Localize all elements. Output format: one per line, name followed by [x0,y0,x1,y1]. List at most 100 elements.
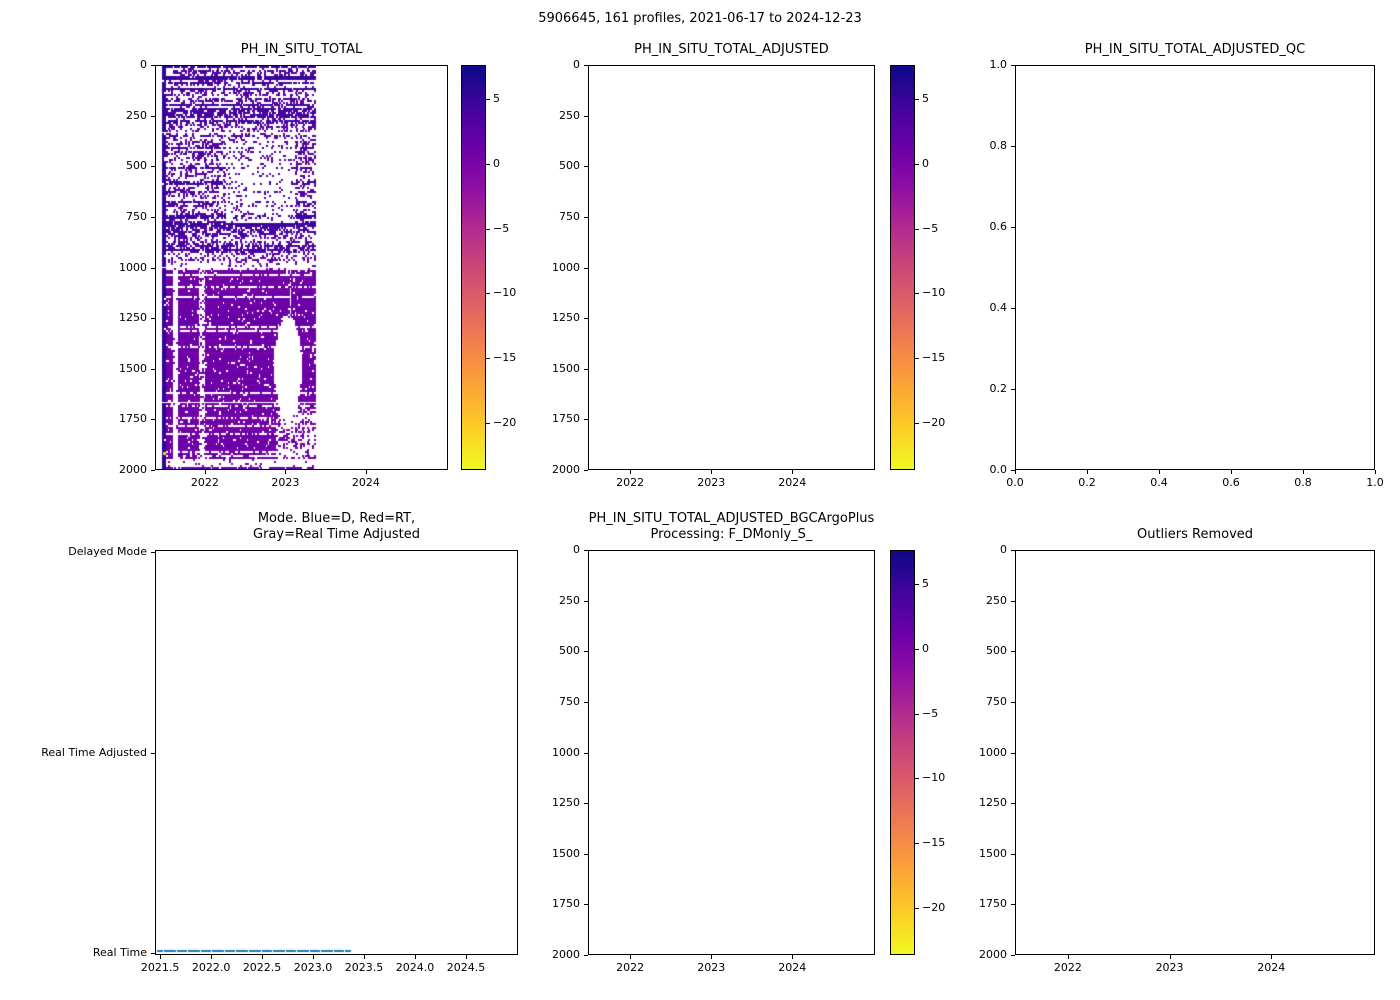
colorbar-tick-label: −5 [922,221,939,235]
x-tick-mark [285,470,287,474]
y-tick-label: 500 [559,159,580,173]
y-tick-label: 1.0 [989,58,1008,71]
y-tick-mark [1011,470,1015,471]
y-tick-mark [584,651,588,653]
x-tick-mark [262,955,264,959]
colorbar-tick-mark [486,358,490,360]
x-tick-label: 2021.5 [140,961,180,974]
x-tick-label: 2024 [778,961,807,974]
x-tick-label: 2024.5 [446,961,486,974]
y-tick-mark [1011,651,1015,653]
y-tick-mark [1011,904,1015,906]
chart-title-line: Outliers Removed [1136,527,1254,542]
x-tick-label: 2022 [190,476,219,489]
figure-title: 5906645, 161 profiles, 2021-06-17 to 202… [538,11,862,26]
x-tick-label: 0.8 [1294,476,1312,489]
y-tick-label: 1750 [979,897,1007,911]
y-tick-label: 1250 [552,311,580,325]
x-tick-label: 0.6 [1222,476,1240,489]
colorbar-tick-label: 0 [922,156,929,170]
y-tick-label: 0 [573,543,580,556]
y-tick-mark [151,470,155,471]
colorbar-tick-label: −20 [922,901,946,915]
x-tick-label: 2022.0 [191,961,231,974]
chart-title-line: PH_IN_SITU_TOTAL [240,42,363,57]
x-tick-mark [792,955,794,959]
y-tick-mark [584,115,588,117]
colorbar-tick-mark [915,163,919,165]
y-tick-mark [151,216,155,218]
colorbar-tick-label: −15 [922,351,946,365]
x-tick-label: 2023 [1155,961,1184,974]
x-tick-mark [365,470,367,474]
y-tick-label: 1000 [552,260,580,274]
y-tick-mark [584,550,588,551]
y-tick-mark [151,267,155,269]
colorbar-tick-label: −20 [922,416,946,430]
y-tick-label: 1250 [119,311,147,325]
chart-title-line: Mode. Blue=D, Red=RT, [257,511,416,526]
colorbar-tick-mark [915,293,919,295]
y-tick-mark [1011,227,1015,228]
x-tick-label: 0.2 [1078,476,1096,489]
colorbar-tick-mark [486,293,490,295]
y-tick-label: 1250 [552,796,580,810]
colorbar-tick-label: −10 [493,286,517,300]
colorbar-tick-label: 0 [922,641,929,655]
y-tick-label: 0 [573,58,580,71]
x-tick-mark [1375,470,1376,474]
colorbar-tick-mark [486,163,490,165]
y-tick-mark [1011,550,1015,551]
x-tick-label: 2023 [697,961,726,974]
y-tick-mark [151,552,155,554]
y-tick-label: 1750 [552,897,580,911]
y-tick-label: 0.8 [989,139,1008,152]
x-tick-label: 2023 [271,476,300,489]
y-tick-mark [1011,752,1015,754]
y-tick-mark [1011,308,1015,309]
x-tick-mark [465,955,467,959]
y-tick-label: 0.4 [989,301,1008,314]
x-tick-mark [630,470,632,474]
y-tick-label: 250 [559,108,580,122]
y-tick-label: 2000 [552,463,580,476]
chart-title-line: Gray=Real Time Adjusted [253,527,420,542]
y-tick-mark [151,419,155,421]
y-tick-mark [1011,701,1015,703]
y-tick-label: 0.6 [989,220,1008,233]
x-tick-label: 2022 [616,961,645,974]
y-tick-label: 750 [559,694,580,708]
x-tick-label: 2022.5 [242,961,282,974]
y-tick-mark [584,318,588,320]
y-tick-mark [1011,853,1015,855]
colorbar-ph-in-situ-total-adjusted [890,65,915,470]
x-tick-label: 2024.0 [395,961,435,974]
colorbar-tick-mark [486,228,490,230]
x-tick-mark [415,955,416,959]
y-tick-mark [151,115,155,117]
x-tick-mark [711,470,713,474]
colorbar-tick-label: −20 [493,416,517,430]
y-tick-label: 2000 [979,948,1007,961]
y-tick-mark [151,318,155,320]
x-tick-mark [792,470,794,474]
x-tick-mark [1169,955,1171,959]
colorbar-ph-in-situ-total [461,65,486,470]
y-tick-mark [584,803,588,805]
chart-title-mode: Mode. Blue=D, Red=RT, Gray=Real Time Adju… [0,511,737,543]
x-tick-mark [211,955,213,959]
y-tick-mark [584,853,588,855]
axes-mode [155,550,518,955]
x-tick-mark [364,955,366,959]
y-tick-mark [584,470,588,471]
y-tick-label: 750 [986,694,1007,708]
axes-ph-adjusted-bgcargoplus [588,550,875,955]
colorbar-tick-mark [915,778,919,780]
y-tick-label: 0 [1000,543,1007,556]
y-tick-mark [1011,803,1015,805]
y-tick-label: 1500 [552,361,580,375]
y-tick-label: 1000 [119,260,147,274]
colorbar-tick-mark [915,228,919,230]
x-tick-label: 2023 [697,476,726,489]
